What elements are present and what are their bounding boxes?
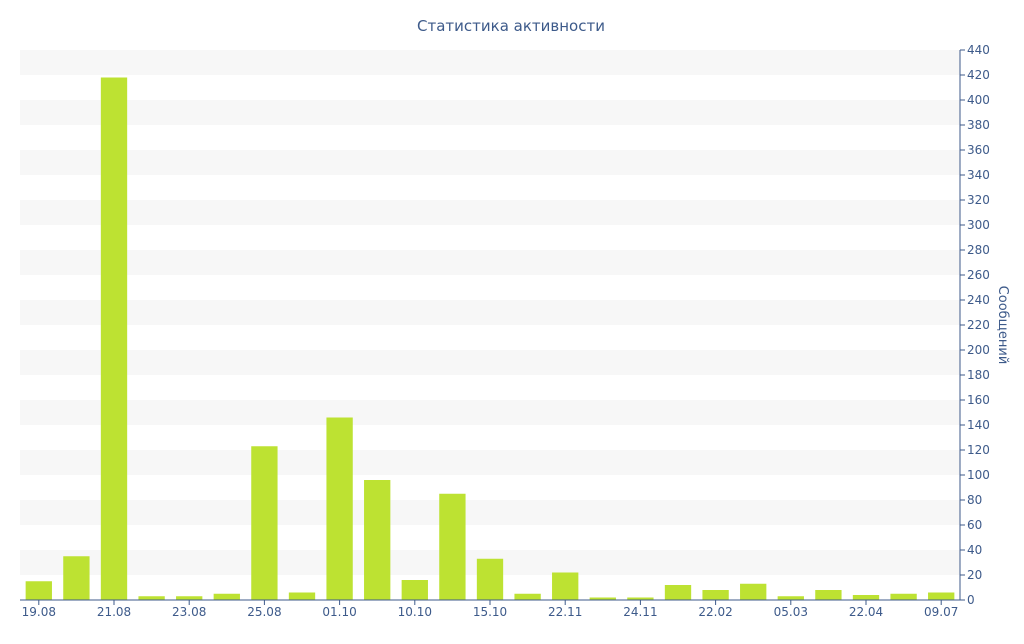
bar [514, 593, 541, 600]
bar [288, 592, 316, 600]
bar [100, 77, 128, 600]
y-tick-label: 320 [967, 193, 990, 207]
y-tick-label: 300 [967, 218, 990, 232]
x-tick-label: 21.08 [97, 605, 131, 619]
x-tick-label: 22.04 [849, 605, 883, 619]
grid-band [20, 50, 960, 75]
bar [664, 585, 692, 600]
y-tick-label: 140 [967, 418, 990, 432]
x-tick-label: 19.08 [22, 605, 56, 619]
x-tick-label: 10.10 [398, 605, 432, 619]
y-tick-label: 280 [967, 243, 990, 257]
grid-band [20, 250, 960, 275]
y-tick-label: 380 [967, 118, 990, 132]
grid-band [20, 500, 960, 525]
y-tick-label: 100 [967, 468, 990, 482]
bar [702, 590, 729, 600]
bar [928, 592, 955, 600]
x-tick-label: 24.11 [623, 605, 657, 619]
grid-band [20, 400, 960, 425]
y-tick-label: 80 [967, 493, 982, 507]
x-tick-label: 05.03 [774, 605, 808, 619]
bar [326, 417, 353, 600]
y-tick-label: 160 [967, 393, 990, 407]
y-tick-label: 120 [967, 443, 990, 457]
grid-band [20, 150, 960, 175]
bar [552, 572, 579, 600]
bar [138, 596, 165, 600]
bar [176, 596, 203, 600]
y-tick-label: 0 [967, 593, 975, 607]
grid-band [20, 100, 960, 125]
x-tick-label: 25.08 [247, 605, 281, 619]
bar [627, 597, 654, 600]
y-tick-label: 240 [967, 293, 990, 307]
x-tick-label: 22.02 [698, 605, 732, 619]
bar [589, 597, 616, 600]
bar [251, 446, 278, 600]
bar [364, 480, 391, 600]
bar [852, 595, 880, 600]
grid-band [20, 450, 960, 475]
bar [213, 593, 240, 600]
bar [439, 493, 466, 600]
y-tick-label: 440 [967, 43, 990, 57]
y-tick-label: 220 [967, 318, 990, 332]
bar [25, 581, 52, 600]
bar [740, 583, 767, 600]
y-axis-label: Сообщений [995, 286, 1010, 365]
y-tick-label: 340 [967, 168, 990, 182]
bar [890, 593, 917, 600]
y-tick-label: 180 [967, 368, 990, 382]
y-tick-label: 400 [967, 93, 990, 107]
y-tick-label: 360 [967, 143, 990, 157]
x-tick-label: 01.10 [322, 605, 356, 619]
x-axis: 19.08 21.08 23.08 25.08 01.10 10.10 15.10 22.11… [20, 599, 960, 619]
x-tick-label: 23.08 [172, 605, 206, 619]
grid-band [20, 300, 960, 325]
chart-title: Статистика активности [417, 17, 605, 35]
grid-band [20, 350, 960, 375]
bar [815, 590, 842, 600]
bar [63, 556, 90, 600]
x-tick-label: 22.11 [548, 605, 582, 619]
grid-band [20, 200, 960, 225]
y-tick-label: 60 [967, 518, 982, 532]
y-tick-label: 420 [967, 68, 990, 82]
y-tick-label: 20 [967, 568, 982, 582]
grid-bands [20, 50, 960, 575]
y-tick-label: 260 [967, 268, 990, 282]
x-tick-label: 15.10 [473, 605, 507, 619]
y-tick-label: 200 [967, 343, 990, 357]
x-tick-label: 09.07 [924, 605, 958, 619]
bars [25, 77, 955, 600]
bar [401, 580, 428, 600]
bar [476, 558, 504, 600]
y-tick-label: 40 [967, 543, 982, 557]
y-axis: 0 20 40 60 80 100 120 140 160 180 200 220 240 260 280 3… [959, 43, 990, 607]
bar [777, 596, 804, 600]
